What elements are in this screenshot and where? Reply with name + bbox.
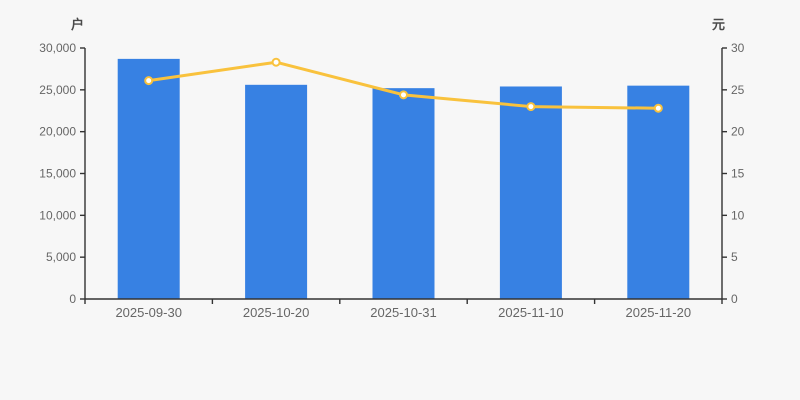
x-axis-category-label: 2025-11-20 [626,305,692,320]
bar[interactable] [117,58,180,300]
line-point-marker[interactable] [526,102,536,112]
right-axis-tick-label: 0 [731,292,738,306]
right-axis-tick-label: 5 [731,250,738,264]
left-axis-unit-label: 户 [70,17,84,32]
left-axis-tick-label: 15,000 [39,167,76,181]
right-axis-unit-label: 元 [712,17,726,32]
line-point-marker[interactable] [144,76,154,86]
right-axis-tick-label: 20 [731,125,745,139]
bar[interactable] [245,84,308,300]
x-axis-category-label: 2025-09-30 [115,305,182,320]
right-axis-tick-label: 25 [731,83,745,97]
bar[interactable] [627,85,690,300]
left-axis-tick-label: 30,000 [39,41,76,55]
left-axis-tick-label: 20,000 [39,125,76,139]
x-axis-category-label: 2025-11-10 [498,305,564,320]
right-axis-tick-label: 30 [731,41,745,55]
bar[interactable] [372,88,435,299]
left-axis-tick-label: 25,000 [39,83,76,97]
right-axis-tick-label: 10 [731,208,745,222]
x-axis-category-label: 2025-10-20 [243,305,310,320]
line-point-marker[interactable] [653,103,663,113]
left-axis-tick-label: 10,000 [39,208,76,222]
bar[interactable] [499,86,562,299]
right-axis-tick-label: 15 [731,167,745,181]
x-axis-category-label: 2025-10-31 [370,305,437,320]
left-axis-tick-label: 0 [69,292,76,306]
line-point-marker[interactable] [271,57,281,67]
line-point-marker[interactable] [399,90,408,100]
left-axis-tick-label: 5,000 [46,250,76,264]
